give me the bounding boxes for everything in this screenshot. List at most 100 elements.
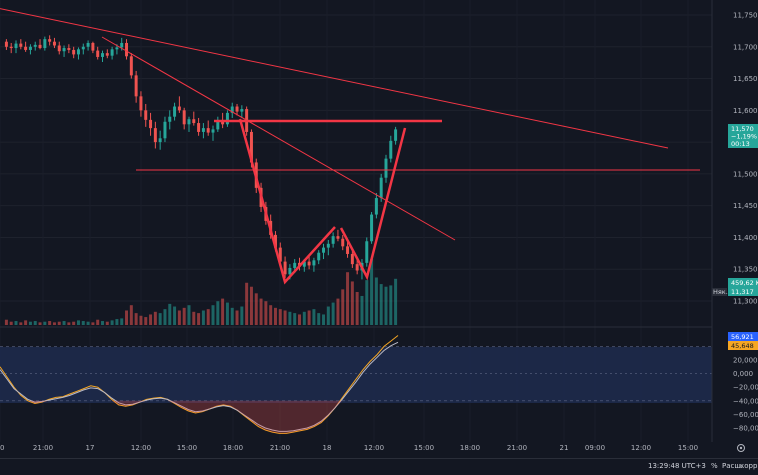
last-price-badge-text: 11,570 — [731, 125, 754, 133]
volume-bar — [302, 311, 306, 325]
volume-bar — [225, 302, 229, 325]
volume-bar — [125, 310, 129, 325]
candle-body — [67, 48, 71, 50]
candle-body — [43, 39, 47, 49]
last-price-badge — [728, 124, 758, 148]
volume-bar — [346, 272, 350, 325]
volume-bar — [326, 306, 330, 325]
candle-body — [394, 129, 398, 141]
candle-body — [173, 106, 177, 117]
volume-bar — [24, 320, 28, 325]
trend-drawings[interactable] — [0, 8, 700, 285]
time-axis[interactable]: 00 21:00 17 12:00 15:00 18:00 21:00 18 12:00 15:0… — [0, 444, 698, 452]
candle-body — [225, 112, 229, 125]
time-tick-label: 15:00 — [414, 444, 434, 452]
candle-body — [249, 131, 253, 163]
volume-bar — [173, 306, 177, 325]
volume-badge-text: 459,62 K — [731, 279, 758, 287]
volume-bar — [163, 309, 167, 325]
price-chart[interactable]: 11,75011,70011,65011,60011,55011,50011,4… — [0, 0, 758, 458]
oscillator-tick-label: 20,000 — [733, 357, 758, 365]
pattern-right-leg[interactable] — [339, 127, 407, 281]
osc-badge-bottom-text: 45,648 — [731, 342, 754, 350]
candle-body — [235, 106, 239, 112]
bottom-status-bar: 13:29:48 UTC+3 % Расш. корр — [0, 458, 758, 475]
candle-body — [206, 128, 210, 133]
oscillator-tick-label: −20,000 — [733, 384, 758, 392]
volume-bar — [331, 302, 335, 325]
volume-label-box — [712, 288, 727, 296]
volume-bar — [312, 309, 316, 325]
osc-badge-top-text: 56,921 — [731, 333, 754, 341]
volume-bar — [19, 322, 23, 325]
volume-bar — [149, 314, 153, 325]
scale-toggle[interactable]: Расш. — [722, 462, 743, 470]
candle-body — [168, 116, 172, 122]
candle-body — [312, 260, 316, 266]
candle-body — [149, 119, 153, 129]
candle-body — [389, 140, 393, 159]
candle-body — [216, 120, 220, 130]
percent-toggle[interactable]: % — [711, 462, 718, 470]
volume-bar — [115, 319, 119, 325]
settings-gear-icon[interactable] — [737, 444, 745, 452]
volume-bar — [317, 313, 321, 325]
time-tick-label: 21:00 — [270, 444, 290, 452]
volume-bar — [394, 278, 398, 325]
oscillator-panel — [0, 335, 712, 434]
candle-body — [14, 43, 18, 49]
candle-body — [283, 261, 287, 275]
candle-body — [57, 45, 61, 52]
candle-body — [379, 177, 383, 199]
candle-body — [370, 214, 374, 242]
price-tick-label: 11,450 — [733, 202, 758, 210]
volume-bar — [91, 322, 95, 325]
volume-bar — [38, 322, 42, 325]
pattern-left-leg[interactable] — [238, 118, 336, 285]
candle-body — [307, 261, 311, 266]
time-tick-label: 21:00 — [507, 444, 527, 452]
candle-body — [19, 43, 23, 47]
oscillator-tick-label: −40,000 — [733, 397, 758, 405]
candle-body — [278, 247, 282, 262]
volume-bar — [336, 298, 340, 325]
candle-body — [365, 241, 369, 263]
volume-bar — [129, 305, 133, 325]
volume-bar — [57, 321, 61, 325]
candle-body — [52, 41, 56, 46]
price-tick-label: 11,350 — [733, 266, 758, 274]
time-tick-label: 09:00 — [585, 444, 605, 452]
candle-body — [144, 110, 148, 120]
candle-body — [24, 46, 28, 50]
volume-bar — [28, 321, 32, 325]
clock-readout[interactable]: 13:29:48 UTC+3 — [648, 462, 706, 470]
last-price-badge-text: 00:13 — [731, 140, 750, 148]
volume-bar — [43, 321, 47, 325]
volume-bar — [81, 321, 85, 325]
time-tick-label: 12:00 — [631, 444, 651, 452]
time-tick-label: 21 — [560, 444, 569, 452]
candle-body — [322, 247, 326, 253]
candle-body — [28, 46, 32, 50]
volume-bars — [4, 259, 398, 325]
candle-body — [129, 56, 133, 76]
time-tick-label: 00 — [0, 444, 4, 452]
candle-body — [192, 119, 196, 124]
volume-bar — [139, 315, 143, 325]
price-tick-label: 11,650 — [733, 75, 758, 83]
volume-bar — [249, 286, 253, 325]
candle-body — [91, 42, 95, 51]
time-tick-label: 18 — [323, 444, 332, 452]
volume-bar — [235, 310, 239, 325]
candle-body — [273, 234, 277, 248]
volume-bar — [350, 281, 354, 325]
candle-body — [384, 158, 388, 178]
auto-toggle[interactable]: корр — [740, 462, 758, 470]
oscillator-axis[interactable]: 20,000 0,000 −20,000 −40,000 −60,000 −80,000 — [733, 357, 758, 433]
volume-bar — [360, 295, 364, 325]
volume-price-badge — [728, 287, 758, 296]
trendline-upper[interactable] — [0, 8, 669, 149]
trendline-lower[interactable] — [101, 36, 456, 241]
volume-bar — [4, 319, 8, 325]
volume-bar — [389, 285, 393, 325]
